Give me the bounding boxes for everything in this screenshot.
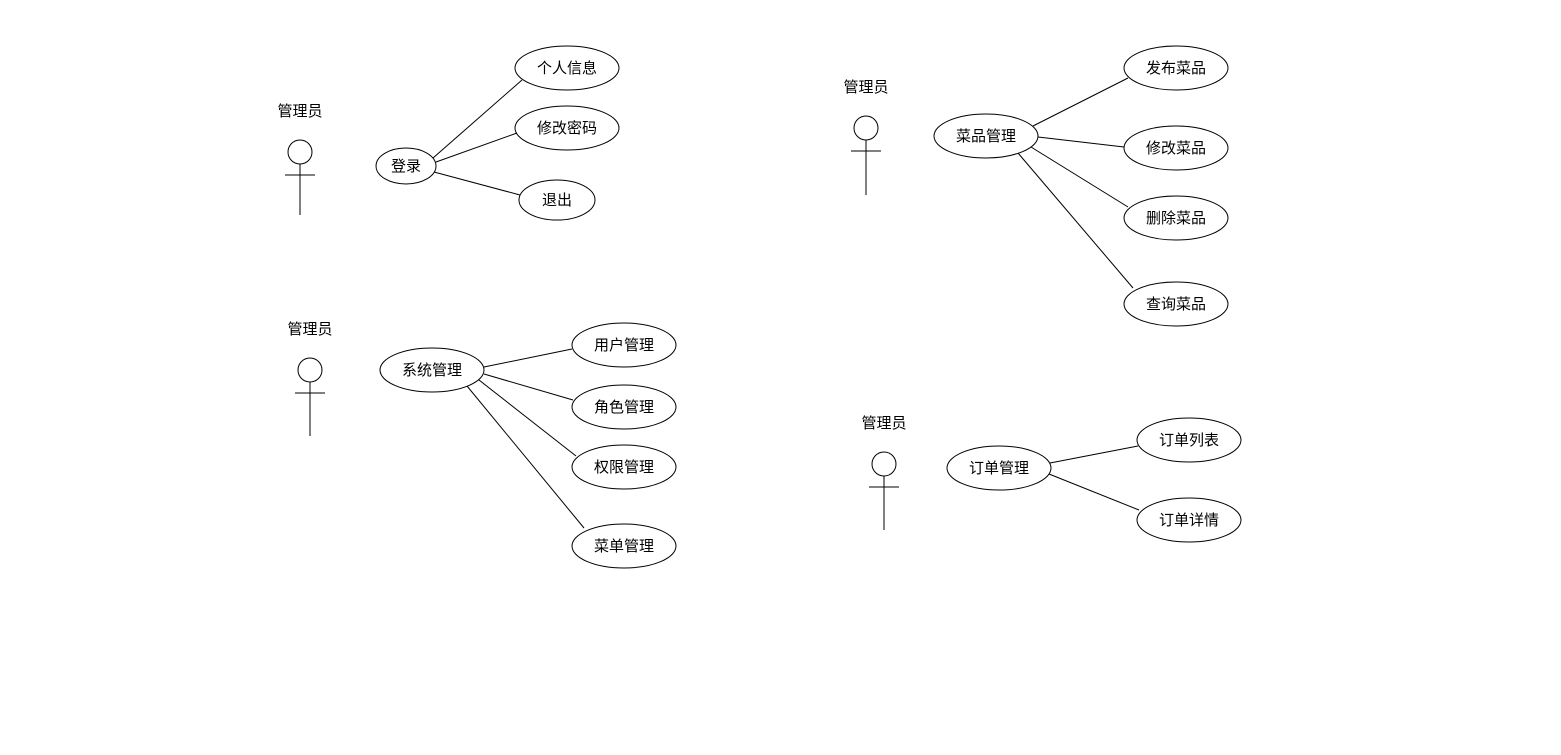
usecase-label: 订单管理 [969,460,1029,477]
usecase-system-0: 用户管理 [572,323,676,367]
association-line [484,374,573,400]
usecase-login-1: 修改密码 [515,106,619,150]
usecase-dish-0: 发布菜品 [1124,46,1228,90]
usecase-label: 登录 [391,158,421,175]
actor-label: 管理员 [843,79,888,96]
actor-label: 管理员 [287,321,332,338]
actor-head-icon [854,116,878,140]
usecase-label: 发布菜品 [1146,60,1206,77]
usecase-order-hub: 订单管理 [947,446,1051,490]
usecase-dish-3: 查询菜品 [1124,282,1228,326]
usecase-label: 用户管理 [594,337,654,354]
usecase-order-0: 订单列表 [1137,418,1241,462]
association-line [1050,446,1138,463]
usecase-system-2: 权限管理 [572,445,676,489]
actor-head-icon [872,452,896,476]
usecase-system-hub: 系统管理 [380,348,484,392]
association-line [1033,78,1128,126]
usecase-label: 角色管理 [594,399,654,416]
actor-head-icon [288,140,312,164]
actor-system: 管理员 [287,321,332,436]
actor-order: 管理员 [861,415,906,530]
usecase-label: 退出 [542,192,572,209]
association-line [1038,137,1124,147]
usecase-system-1: 角色管理 [572,385,676,429]
usecase-login-2: 退出 [519,180,595,220]
actor-label: 管理员 [277,103,322,120]
association-line [1018,153,1133,288]
association-line [436,133,517,162]
use-case-diagram-canvas: 管理员登录个人信息修改密码退出管理员系统管理用户管理角色管理权限管理菜单管理管理… [0,0,1561,755]
usecase-order-1: 订单详情 [1137,498,1241,542]
association-line [467,386,584,528]
usecase-label: 菜品管理 [956,128,1016,145]
usecase-login-hub: 登录 [376,148,436,184]
usecase-label: 查询菜品 [1146,296,1206,313]
actor-login: 管理员 [277,103,322,215]
usecase-label: 修改密码 [537,120,597,137]
usecase-label: 订单列表 [1159,432,1219,449]
usecase-label: 系统管理 [402,362,462,379]
association-line [433,80,522,158]
actor-head-icon [298,358,322,382]
association-line [434,172,520,195]
usecase-login-0: 个人信息 [515,46,619,90]
association-line [484,349,572,367]
usecase-system-3: 菜单管理 [572,524,676,568]
usecase-label: 修改菜品 [1146,140,1206,157]
usecase-label: 删除菜品 [1146,210,1206,227]
usecase-label: 菜单管理 [594,538,654,555]
usecase-dish-2: 删除菜品 [1124,196,1228,240]
usecase-label: 权限管理 [594,459,654,476]
usecase-label: 订单详情 [1159,512,1219,529]
actor-label: 管理员 [861,415,906,432]
usecase-label: 个人信息 [537,60,597,77]
association-line [1031,147,1128,207]
usecase-dish-1: 修改菜品 [1124,126,1228,170]
actor-dish: 管理员 [843,79,888,195]
association-line [1049,474,1139,510]
usecase-dish-hub: 菜品管理 [934,114,1038,158]
